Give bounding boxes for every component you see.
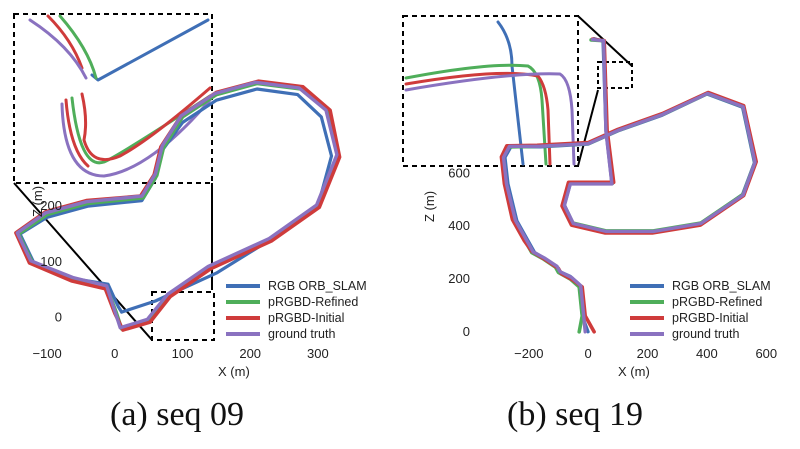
zoom-region-box	[151, 291, 215, 341]
x-tick-label: 200	[239, 346, 261, 361]
legend-label: pRGBD-Refined	[672, 295, 762, 309]
y-axis-label-a: Z (m)	[30, 186, 45, 217]
zoom-region-box-b	[597, 61, 633, 89]
y-tick-label: 0	[463, 324, 470, 339]
legend-label: pRGBD-Initial	[672, 311, 748, 325]
y-axis-label-b: Z (m)	[422, 191, 437, 222]
y-tick-label: 600	[448, 165, 470, 180]
y-tick-label: 400	[448, 218, 470, 233]
x-axis-label-b: X (m)	[618, 364, 650, 379]
legend-label: pRGBD-Refined	[268, 295, 358, 309]
legend-label: RGB ORB_SLAM	[672, 279, 771, 293]
legend-label: ground truth	[672, 327, 739, 341]
legend-seq09: RGB ORB_SLAM pRGBD-Refined pRGBD-Initial gr…	[226, 279, 367, 341]
legend-label: RGB ORB_SLAM	[268, 279, 367, 293]
y-tick-label: 100	[40, 254, 62, 269]
x-tick-label: −100	[32, 346, 61, 361]
series-group-seq19	[499, 37, 758, 334]
caption-b: (b) seq 19	[507, 396, 643, 433]
x-tick-label: 400	[696, 346, 718, 361]
x-tick-label: 0	[584, 346, 591, 361]
y-tick-label: 200	[40, 198, 62, 213]
panel-seq09: 0 100 200 −100 0 100 200 300 X (m) Z (m) RGB O…	[13, 13, 367, 433]
x-tick-label: 100	[172, 346, 194, 361]
series-line-ground-truth	[15, 80, 339, 330]
series-line-ground-truth	[501, 37, 757, 334]
x-tick-label: 300	[307, 346, 329, 361]
x-tick-label: 0	[111, 346, 118, 361]
y-tick-label: 0	[55, 310, 62, 325]
series-group-seq09	[14, 79, 342, 332]
y-tick-label: 200	[448, 271, 470, 286]
caption-a: (a) seq 09	[110, 396, 244, 433]
x-axis-label-a: X (m)	[218, 364, 250, 379]
panel-seq19: 0 200 400 600 −200 0 200 400 600 X (m) Z (m) RG…	[402, 15, 777, 433]
x-tick-label: 600	[755, 346, 777, 361]
x-tick-label: 200	[637, 346, 659, 361]
legend-seq19: RGB ORB_SLAM pRGBD-Refined pRGBD-Initial gr…	[630, 279, 771, 341]
x-tick-label: −200	[514, 346, 543, 361]
legend-label: ground truth	[268, 327, 335, 341]
inset-zoom-seq19	[402, 15, 579, 167]
inset-zoom-seq09	[13, 13, 213, 184]
legend-label: pRGBD-Initial	[268, 311, 344, 325]
